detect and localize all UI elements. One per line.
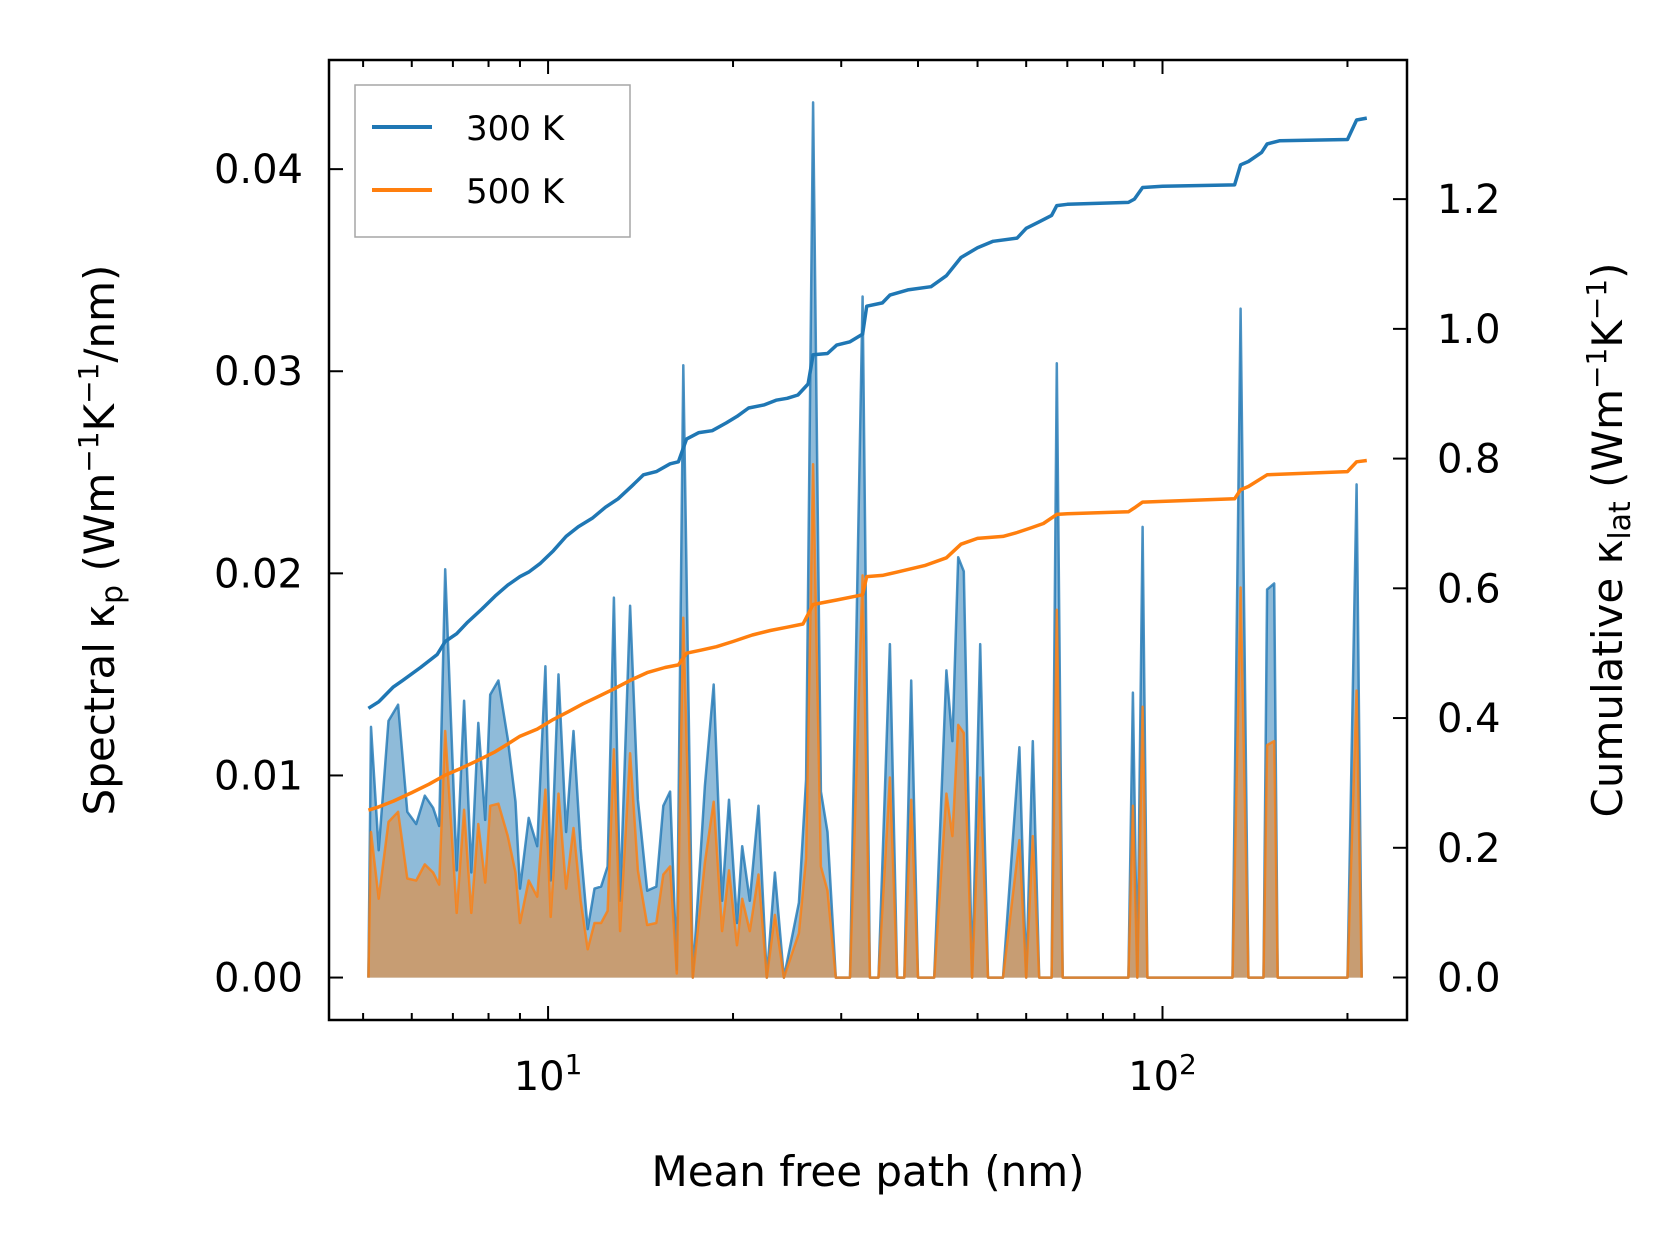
axis-ticks: 0.00 0.01 0.02 0.03 0.04 0.0 0.2 0.4 0.6 0.8 1.0 1.… (214, 60, 1501, 1100)
y-left-tick-label: 0.04 (214, 147, 303, 193)
cumulative-series-layer (367, 116, 1368, 812)
y-right-tick-label: 1.0 (1437, 307, 1501, 353)
y-left-tick-label: 0.00 (214, 956, 303, 1002)
y-left-axis-title: Spectral κp (Wm−1K−1/nm) (72, 265, 130, 816)
y-left-tick-label: 0.03 (214, 349, 303, 395)
x-tick-label: 102 (1128, 1048, 1197, 1101)
cumulative-line-300k (367, 116, 1368, 710)
legend-box (354, 84, 631, 238)
x-tick-label: 101 (514, 1048, 583, 1101)
y-right-tick-label: 0.4 (1437, 696, 1501, 742)
y-left-tick-label: 0.02 (214, 551, 303, 597)
y-right-tick-label: 0.8 (1437, 437, 1501, 483)
y-right-tick-label: 0.2 (1437, 826, 1501, 872)
legend: 300 K 500 K (354, 84, 631, 238)
y-right-tick-label: 1.2 (1437, 177, 1501, 223)
x-axis-title: Mean free path (nm) (651, 1147, 1084, 1196)
cumulative-line-500k (367, 458, 1368, 812)
spectral-series-layer (367, 101, 1363, 979)
legend-label-300k: 300 K (466, 109, 566, 149)
y-left-tick-label: 0.01 (214, 753, 303, 799)
y-right-tick-label: 0.0 (1437, 956, 1501, 1002)
y-right-tick-label: 0.6 (1437, 566, 1501, 612)
spectral-line-500k (367, 462, 1363, 979)
legend-label-500k: 500 K (466, 172, 566, 212)
y-right-axis-title: Cumulative κlat (Wm−1K−1) (1580, 263, 1638, 818)
plot-frame (327, 58, 1409, 1022)
